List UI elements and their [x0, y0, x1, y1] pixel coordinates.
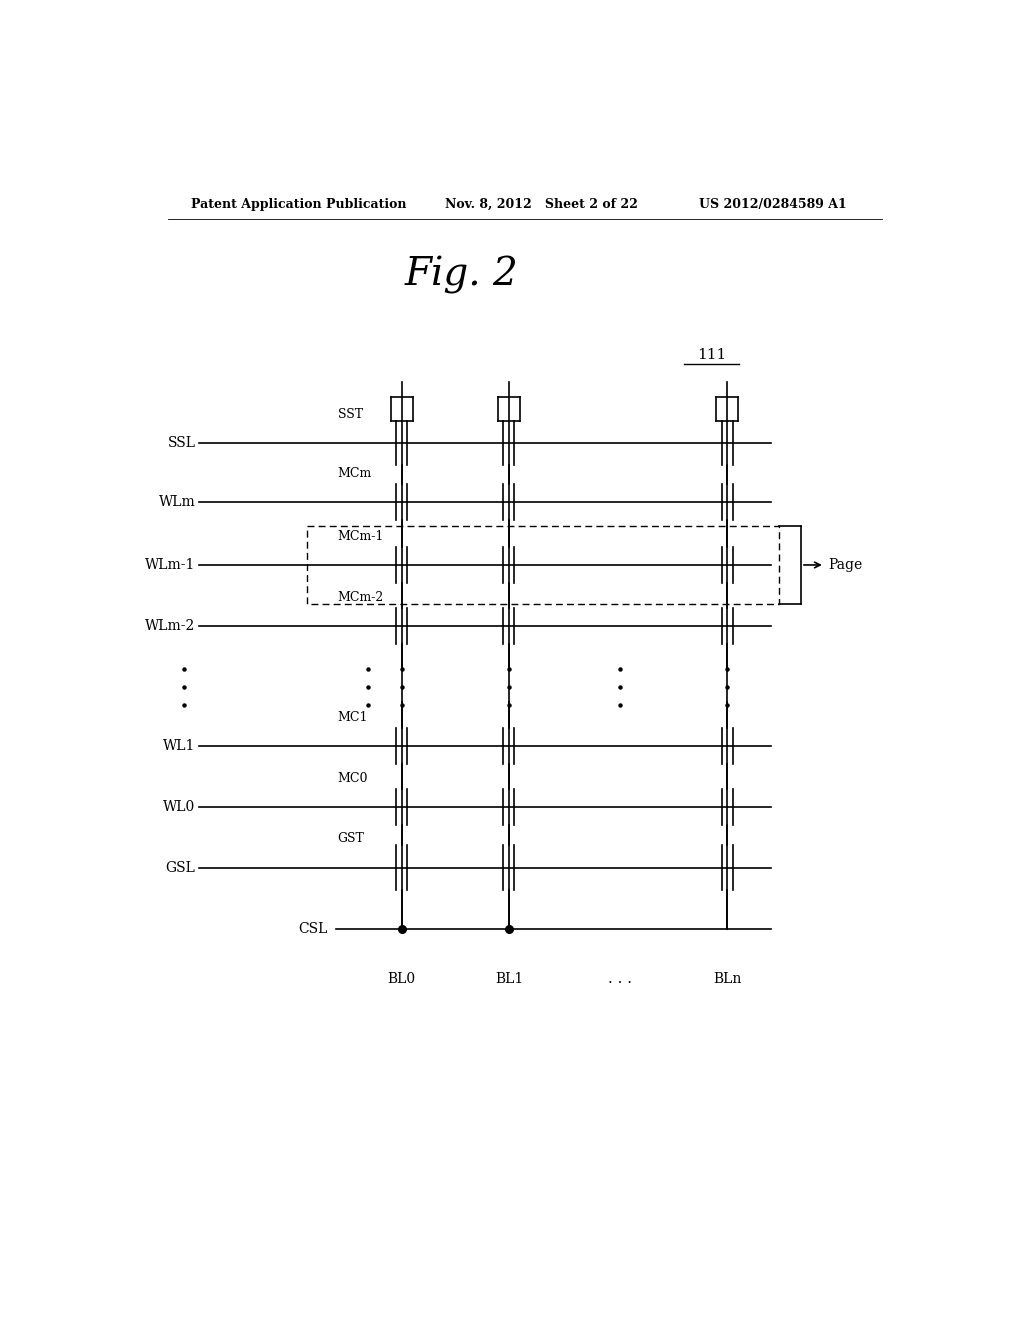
Text: GST: GST	[338, 833, 365, 846]
Text: WLm: WLm	[159, 495, 196, 510]
Text: GSL: GSL	[166, 861, 196, 875]
Text: BL0: BL0	[388, 972, 416, 986]
Text: MCm-2: MCm-2	[338, 590, 384, 603]
Text: 111: 111	[696, 347, 726, 362]
Text: US 2012/0284589 A1: US 2012/0284589 A1	[699, 198, 847, 211]
Text: BL1: BL1	[495, 972, 523, 986]
Text: MC0: MC0	[338, 771, 368, 784]
Text: MCm-1: MCm-1	[338, 529, 384, 543]
Text: . . .: . . .	[608, 972, 632, 986]
Text: MC1: MC1	[338, 710, 368, 723]
Text: Nov. 8, 2012   Sheet 2 of 22: Nov. 8, 2012 Sheet 2 of 22	[445, 198, 638, 211]
Text: WLm-2: WLm-2	[145, 619, 196, 634]
Text: Patent Application Publication: Patent Application Publication	[191, 198, 407, 211]
Text: CSL: CSL	[299, 921, 328, 936]
Text: WL1: WL1	[163, 739, 196, 752]
Text: WL0: WL0	[163, 800, 196, 814]
Text: WLm-1: WLm-1	[145, 558, 196, 572]
Text: SSL: SSL	[168, 436, 196, 450]
Text: MCm: MCm	[338, 466, 372, 479]
Text: Fig. 2: Fig. 2	[404, 256, 518, 294]
Text: BLn: BLn	[713, 972, 741, 986]
Text: Page: Page	[828, 558, 863, 572]
Text: SST: SST	[338, 408, 362, 421]
